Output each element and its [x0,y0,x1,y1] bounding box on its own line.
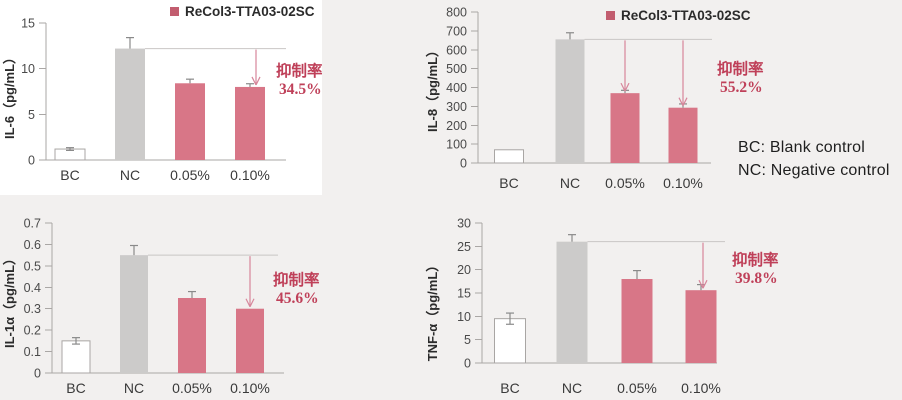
inhibition-rate-value: 39.8% [735,270,778,287]
x-category-label: 0.05% [170,167,210,183]
y-tick-label: 0.6 [24,238,41,252]
x-category-label: BC [500,380,519,396]
y-tick-label: 0.7 [24,217,41,231]
chart-il1a: 0 0.1 0.2 0.3 0.4 0.5 0.6 0.7 BC NC 0.05% 0.10% 抑制率4… [2,217,320,397]
y-axis-title: IL-6（pg/mL） [2,51,17,139]
y-tick-label: 10 [21,62,35,76]
y-axis-title: IL-8（pg/mL） [425,44,440,132]
note-line-nc: NC: Negative control [738,162,890,179]
legend-swatch [170,7,179,16]
y-tick-label: 300 [446,100,467,114]
y-tick-label: 0 [28,154,35,168]
x-category-label: 0.05% [617,380,657,396]
bar-BC [494,318,526,364]
x-category-label: 0.10% [663,175,703,191]
y-tick-label: 0 [464,357,471,371]
inhibition-arrow-head [620,82,626,92]
inhibition-arrow-head [249,298,255,307]
y-tick-label: 800 [446,6,467,20]
y-tick-label: 700 [446,24,467,38]
x-category-label: BC [60,167,79,183]
inhibition-arrow-head [698,279,704,289]
note-line-bc: BC: Blank control [738,139,866,156]
x-category-label: NC [120,167,140,183]
inhibition-rate-label: 抑制率 [276,61,322,80]
y-tick-label: 5 [464,333,471,347]
inhibition-arrow-head [678,97,684,106]
y-tick-label: 0.5 [24,259,41,273]
inhibition-rate-label: 抑制率 [732,250,779,269]
inhibition-arrow-head [682,97,688,106]
y-tick-label: 400 [446,81,467,95]
abbreviation-note: BC: Blank control NC: Negative control [738,136,890,182]
y-tick-label: 0.2 [24,324,41,338]
y-tick-label: 15 [21,17,35,31]
x-category-label: BC [66,380,85,396]
inhibition-arrow-head [245,298,251,307]
legend-label: ReCol3-TTA03-02SC [185,4,315,19]
y-tick-label: 10 [457,310,471,324]
inhibition-rate-label: 抑制率 [273,270,320,289]
x-category-label: 0.10% [230,380,270,396]
y-tick-label: 0.3 [24,302,41,316]
bar-NC [115,48,145,160]
legend-label: ReCol3-TTA03-02SC [621,8,751,23]
bar-0.10% [236,308,264,373]
y-tick-label: 5 [28,108,35,122]
chart-il8: 0 100 200 300 400 500 600 700 800 BC NC 0.05% 0.10% 抑… [425,6,764,192]
inhibition-arrow-head [251,76,257,86]
y-tick-label: 0 [460,157,467,171]
inhibition-rate-label: 抑制率 [717,59,764,78]
x-category-label: 0.10% [230,167,270,183]
x-category-label: BC [499,175,518,191]
inhibition-rate-value: 55.2% [720,79,763,96]
bar-0.05% [610,93,640,163]
bar-0.10% [668,107,698,163]
x-category-label: 0.10% [681,380,721,396]
x-category-label: 0.05% [605,175,645,191]
x-category-label: NC [562,380,582,396]
y-axis-title: IL-1α（pg/mL） [2,252,17,348]
y-tick-label: 600 [446,43,467,57]
bar-BC [494,149,524,164]
bar-NC [555,39,585,163]
bar-NC [120,255,148,373]
bar-0.05% [178,298,206,373]
y-tick-label: 100 [446,138,467,152]
y-tick-label: 0.4 [24,281,41,295]
y-tick-label: 25 [457,240,471,254]
bar-0.05% [621,279,653,363]
y-tick-label: 0.1 [24,345,41,359]
bar-0.10% [235,86,265,160]
bar-NC [556,241,588,363]
bar-0.10% [685,290,717,363]
bar-BC [61,340,91,374]
x-category-label: NC [560,175,580,191]
x-category-label: NC [124,380,144,396]
inhibition-arrow-head [702,279,708,289]
legend-swatch [606,11,615,20]
inhibition-arrow-head [624,82,630,92]
bar-0.05% [175,83,205,160]
y-tick-label: 20 [457,263,471,277]
y-tick-label: 500 [446,62,467,76]
y-tick-label: 30 [457,217,471,231]
y-tick-label: 200 [446,119,467,133]
inhibition-arrow-head [255,76,261,86]
y-tick-label: 0 [34,367,41,381]
inhibition-rate-value: 45.6% [276,290,319,307]
inhibition-rate-value: 34.5% [279,81,322,98]
y-axis-title: TNF-α（pg/mL） [425,259,440,362]
y-tick-label: 15 [457,287,471,301]
x-category-label: 0.05% [172,380,212,396]
